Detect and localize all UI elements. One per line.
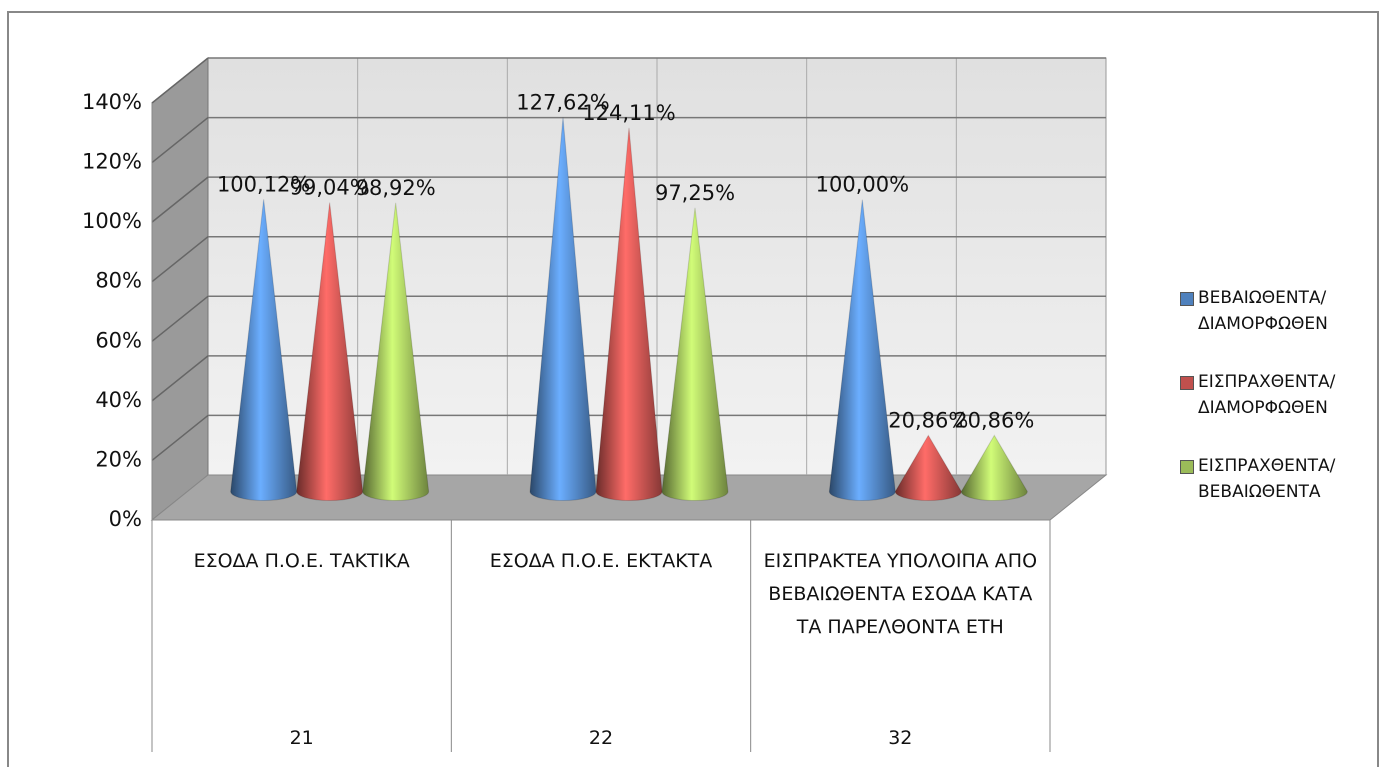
y-tick-label: 120% (82, 150, 142, 174)
category-code: 21 (289, 727, 314, 749)
grid-line (151, 176, 209, 223)
category-label: ΕΣΟΔΑ Π.Ο.Ε. ΕΚΤΑΚΤΑ (489, 550, 713, 572)
y-tick-label: 20% (95, 447, 142, 471)
y-tick-label: 0% (109, 507, 142, 531)
category-label: ΕΙΣΠΡΑΚΤΕΑ ΥΠΟΛΟΙΠΑ ΑΠΟ ΒΕΒΑΙΩΘΕΝΤΑ ΕΣΟΔ… (763, 550, 1038, 638)
data-label: 99,04% (290, 176, 370, 200)
data-label: 124,11% (582, 101, 675, 125)
y-tick-label: 80% (95, 269, 142, 293)
legend-entry: ΕΙΣΠΡΑΧΘΕΝΤΑ/ ΔΙΑΜΟΡΦΩΘΕΝ (1180, 369, 1358, 421)
cone (529, 117, 597, 501)
y-tick-label: 60% (95, 328, 142, 352)
data-label: 127,62% (516, 90, 609, 114)
cone (828, 199, 896, 501)
grid-line (151, 236, 209, 283)
grid-line (151, 355, 209, 402)
category-code: 32 (888, 727, 913, 749)
cone (362, 202, 430, 501)
y-tick-label: 140% (82, 90, 142, 114)
y-tick-label: 100% (82, 209, 142, 233)
legend-entry: ΕΙΣΠΡΑΧΘΕΝΤΑ/ ΒΕΒΑΙΩΘΕΝΤΑ (1180, 453, 1358, 505)
chart-frame (7, 11, 1379, 767)
data-label: 20,86% (954, 408, 1034, 432)
side-wall (151, 56, 209, 522)
data-label: 100,12% (217, 172, 310, 196)
data-label: 97,25% (655, 181, 735, 205)
category-code: 22 (588, 727, 614, 749)
cone (595, 127, 663, 501)
grid-line (151, 414, 209, 462)
data-label: 98,92% (356, 176, 436, 200)
cone (230, 199, 298, 501)
category-label: ΕΣΟΔΑ Π.Ο.Ε. ΤΑΚΤΙΚΑ (193, 550, 410, 572)
data-label: 100,00% (816, 173, 909, 197)
cone (661, 207, 729, 501)
data-label: 20,86% (888, 408, 968, 432)
legend-swatch (1180, 292, 1194, 306)
grid-line (151, 116, 209, 164)
legend-swatch (1180, 460, 1194, 474)
cone (296, 202, 364, 501)
grid-line (151, 295, 209, 342)
cone (960, 434, 1028, 501)
y-tick-label: 40% (95, 388, 142, 412)
grid-line (151, 57, 209, 104)
cone (894, 434, 962, 501)
legend-swatch (1180, 376, 1194, 390)
legend-entry: ΒΕΒΑΙΩΘΕΝΤΑ/ ΔΙΑΜΟΡΦΩΘΕΝ (1180, 285, 1358, 337)
